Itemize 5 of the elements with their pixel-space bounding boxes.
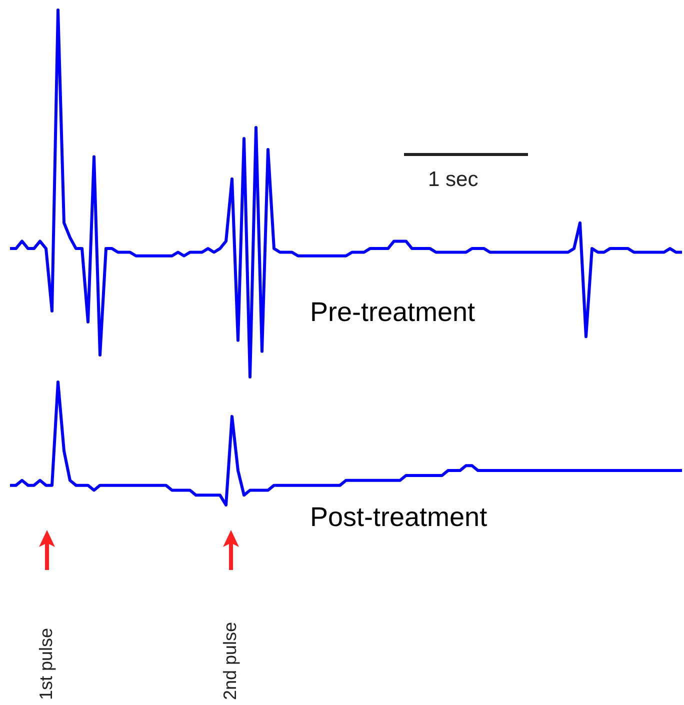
text: 1st pulse xyxy=(36,628,57,700)
text: 2nd pulse xyxy=(220,622,241,700)
series-label: Pre-treatment xyxy=(310,297,476,328)
series-label: Post-treatment xyxy=(310,502,488,533)
annotation: 1 sec xyxy=(428,168,478,192)
